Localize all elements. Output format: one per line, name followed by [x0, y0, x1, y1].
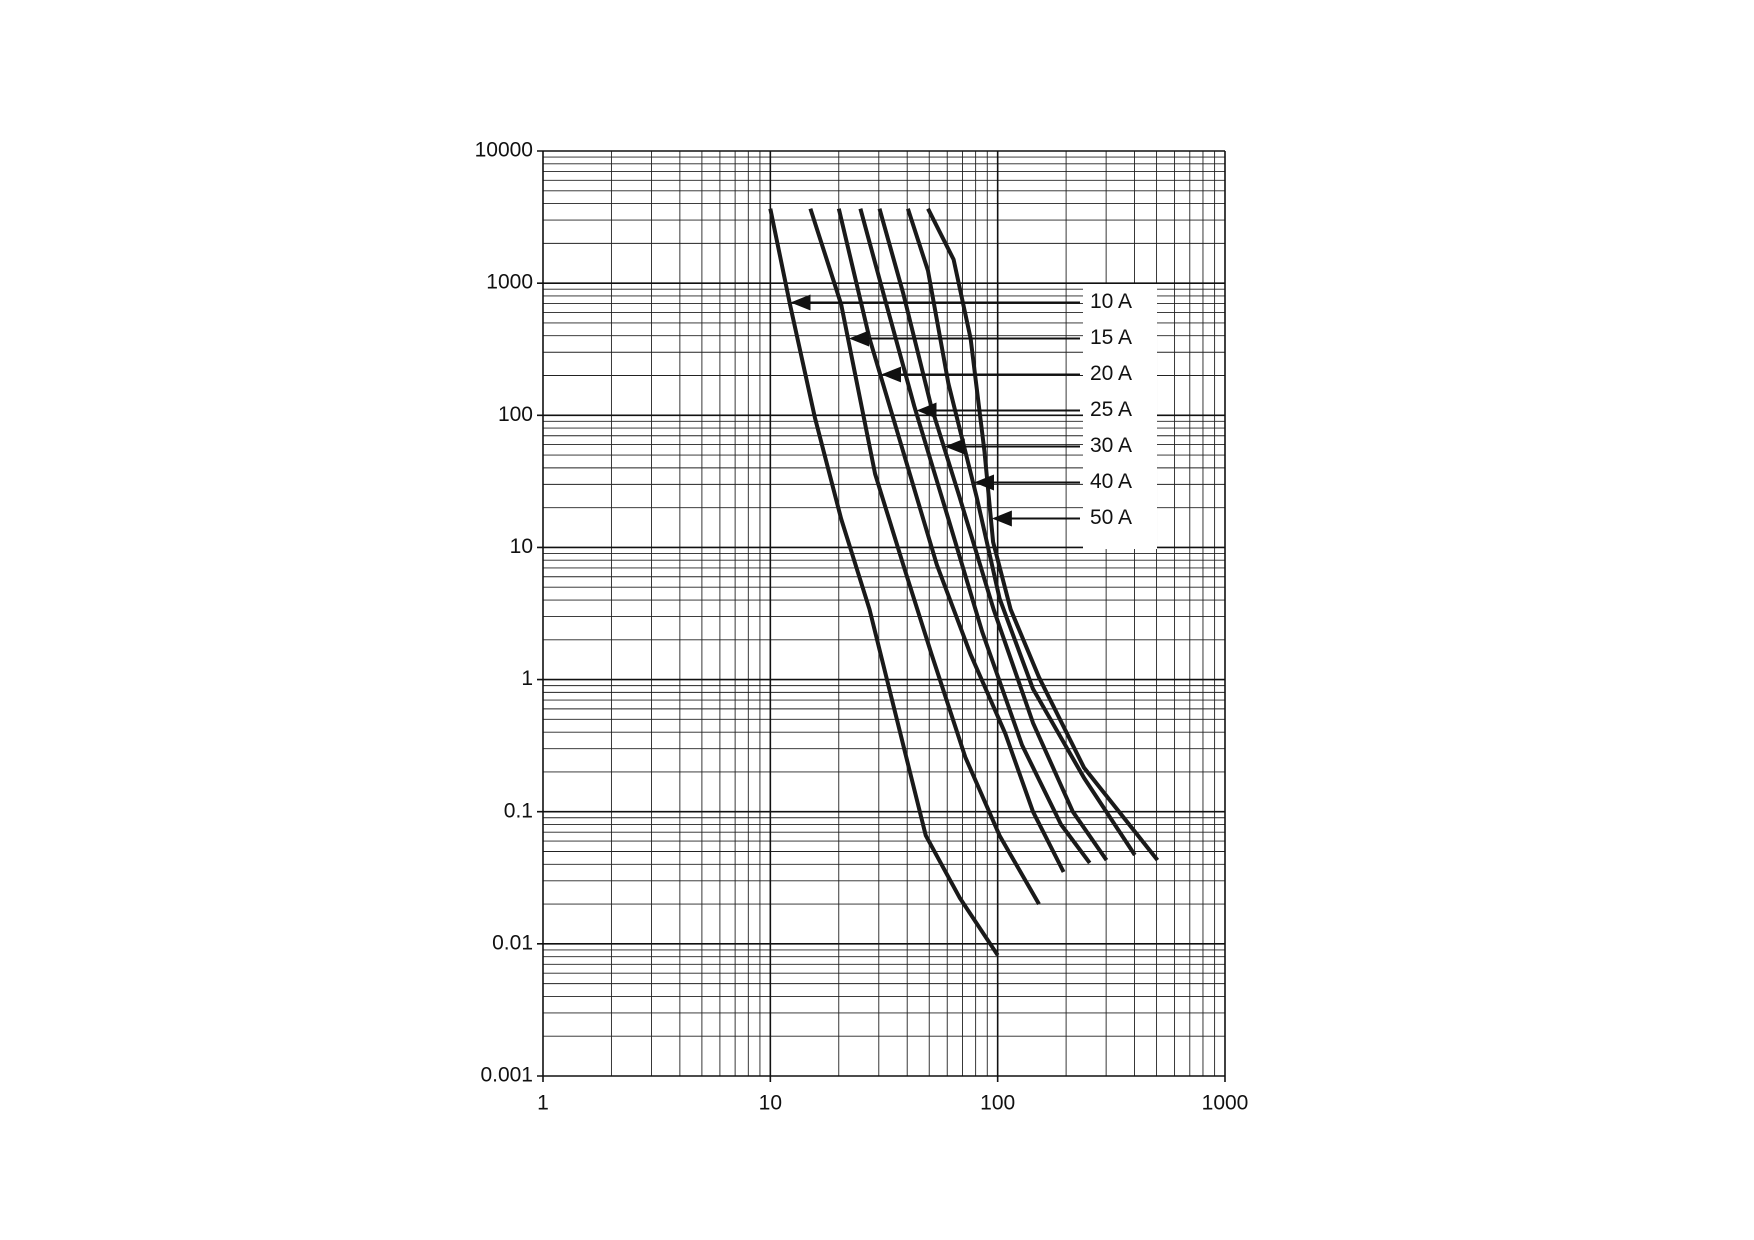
fuse-curve — [808, 208, 1041, 906]
x-tick-label: 100 — [980, 1092, 1015, 1115]
grid — [537, 150, 1226, 1082]
legend-label: 20 A — [1090, 362, 1132, 385]
legend-label: 50 A — [1090, 506, 1132, 529]
y-tick-label: 0.001 — [480, 1064, 533, 1087]
legend-label-bg — [1086, 361, 1152, 388]
legend: 10 A 15 A 20 A 25 A 30 A 40 A 50 A — [790, 289, 1152, 532]
fuse-curve — [905, 208, 1137, 857]
fuse-curve — [877, 208, 1109, 862]
fuse-curve — [926, 207, 1160, 862]
y-tick-label: 10000 — [475, 139, 533, 162]
fuse-curve — [768, 208, 1000, 957]
legend-label: 25 A — [1090, 398, 1132, 421]
legend-label-bg — [1086, 289, 1152, 316]
y-tick-label: 10 — [510, 535, 533, 558]
fuse-curve — [836, 208, 1066, 873]
legend-label-bg — [1086, 433, 1152, 460]
y-tick-label: 0.01 — [492, 931, 533, 954]
legend-label-bg — [1086, 397, 1152, 424]
legend-label: 15 A — [1090, 326, 1132, 349]
legend-label: 10 A — [1090, 290, 1132, 313]
y-tick-label: 0.1 — [504, 799, 533, 822]
y-tick-label: 1 — [521, 667, 533, 690]
legend-label-bg — [1086, 505, 1152, 532]
legend-label-bg — [1086, 325, 1152, 352]
x-tick-label: 1000 — [1202, 1092, 1249, 1115]
x-tick-label: 1 — [537, 1092, 549, 1115]
legend-label-bg — [1086, 469, 1152, 496]
fuse-curve — [858, 208, 1092, 865]
legend-label: 40 A — [1090, 470, 1132, 493]
axes: 1 10 100 1000 0.001 0.01 0.1 1 10 100 1000 10000 — [475, 139, 1249, 1115]
curves — [768, 207, 1160, 957]
legend-label: 30 A — [1090, 434, 1132, 457]
x-tick-label: 10 — [759, 1092, 782, 1115]
y-tick-label: 1000 — [486, 271, 533, 294]
y-tick-label: 100 — [498, 403, 533, 426]
